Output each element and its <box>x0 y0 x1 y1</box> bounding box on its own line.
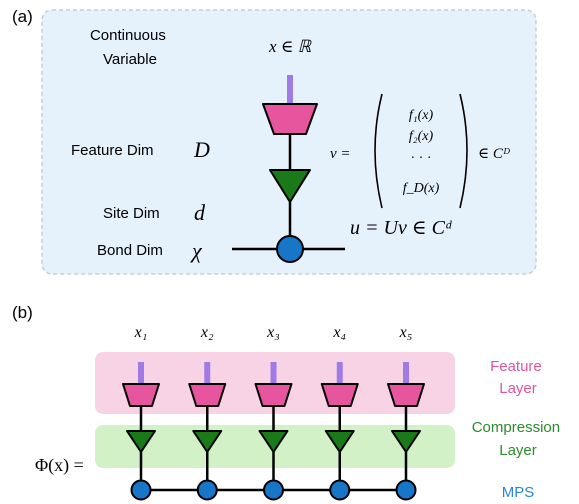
compression-tensor-icon <box>269 169 311 203</box>
panel-a-tag: (a) <box>12 7 33 26</box>
v-lhs: v = <box>330 146 351 162</box>
compression-tensor-4 <box>324 430 355 453</box>
compression-layer-label: Compression Layer <box>472 419 565 459</box>
feature-dim-label: Feature Dim <box>71 142 154 159</box>
mps-node-1 <box>130 479 152 501</box>
continuous-variable-line2: Variable <box>103 51 157 68</box>
feature-layer-line1: Feature <box>490 358 542 375</box>
mps-node-2 <box>196 479 218 501</box>
compression-tensor-1 <box>126 430 156 453</box>
site-dim-label: Site Dim <box>103 205 160 222</box>
compression-layer-line1: Compression <box>472 419 560 436</box>
continuous-variable-line1: Continuous <box>90 27 166 44</box>
v-space: ∈ Cᴰ <box>478 146 510 162</box>
bond-dim-symbol: χ <box>190 238 203 263</box>
feature-tensor-4 <box>320 383 359 407</box>
feature-tensor-2 <box>188 383 227 407</box>
input-label-5: x₅ <box>399 324 413 341</box>
mps-node-5 <box>395 479 417 501</box>
x-domain-label: x ∈ ℝ <box>268 37 313 56</box>
v-right-paren <box>459 93 468 209</box>
u-equation: u = Uv ∈ Cᵈ <box>350 217 452 239</box>
tensor-columns: x₁ x₂ x₃ x₄ x₅ <box>122 324 425 501</box>
mps-node-3 <box>263 479 284 501</box>
feature-tensor-5 <box>387 383 425 407</box>
bond-dim-label: Bond Dim <box>97 242 163 259</box>
compression-layer-line2: Layer <box>499 442 537 459</box>
v-entry-1: f₁(x) <box>409 108 434 123</box>
panel-b-tag: (b) <box>12 303 33 322</box>
mps-node-icon <box>276 235 304 263</box>
v-left-paren <box>374 93 383 209</box>
feature-tensor-1 <box>122 383 160 407</box>
site-dim-symbol: d <box>194 200 206 225</box>
input-label-3: x₃ <box>266 324 280 341</box>
phi-label: Φ(x) = <box>35 455 84 476</box>
feature-tensor-icon <box>262 103 318 135</box>
feature-dim-symbol: D <box>193 137 210 162</box>
v-entry-4: f_D(x) <box>403 181 440 196</box>
v-entry-2: f₂(x) <box>409 129 434 144</box>
mps-node-4 <box>329 479 351 501</box>
compression-tensor-2 <box>192 430 223 453</box>
compression-tensor-3 <box>258 430 289 453</box>
feature-layer-label: Feature Layer <box>490 358 546 397</box>
v-entry-3: · · · <box>411 151 432 166</box>
input-label-1: x₁ <box>134 324 148 341</box>
continuous-variable-label: Continuous Variable <box>90 27 170 68</box>
input-label-2: x₂ <box>200 324 214 341</box>
feature-tensor-3 <box>254 383 293 407</box>
compression-tensor-5 <box>391 430 421 453</box>
mps-label: MPS <box>502 484 535 501</box>
input-label-4: x₄ <box>332 324 346 341</box>
feature-layer-line2: Layer <box>499 380 537 397</box>
